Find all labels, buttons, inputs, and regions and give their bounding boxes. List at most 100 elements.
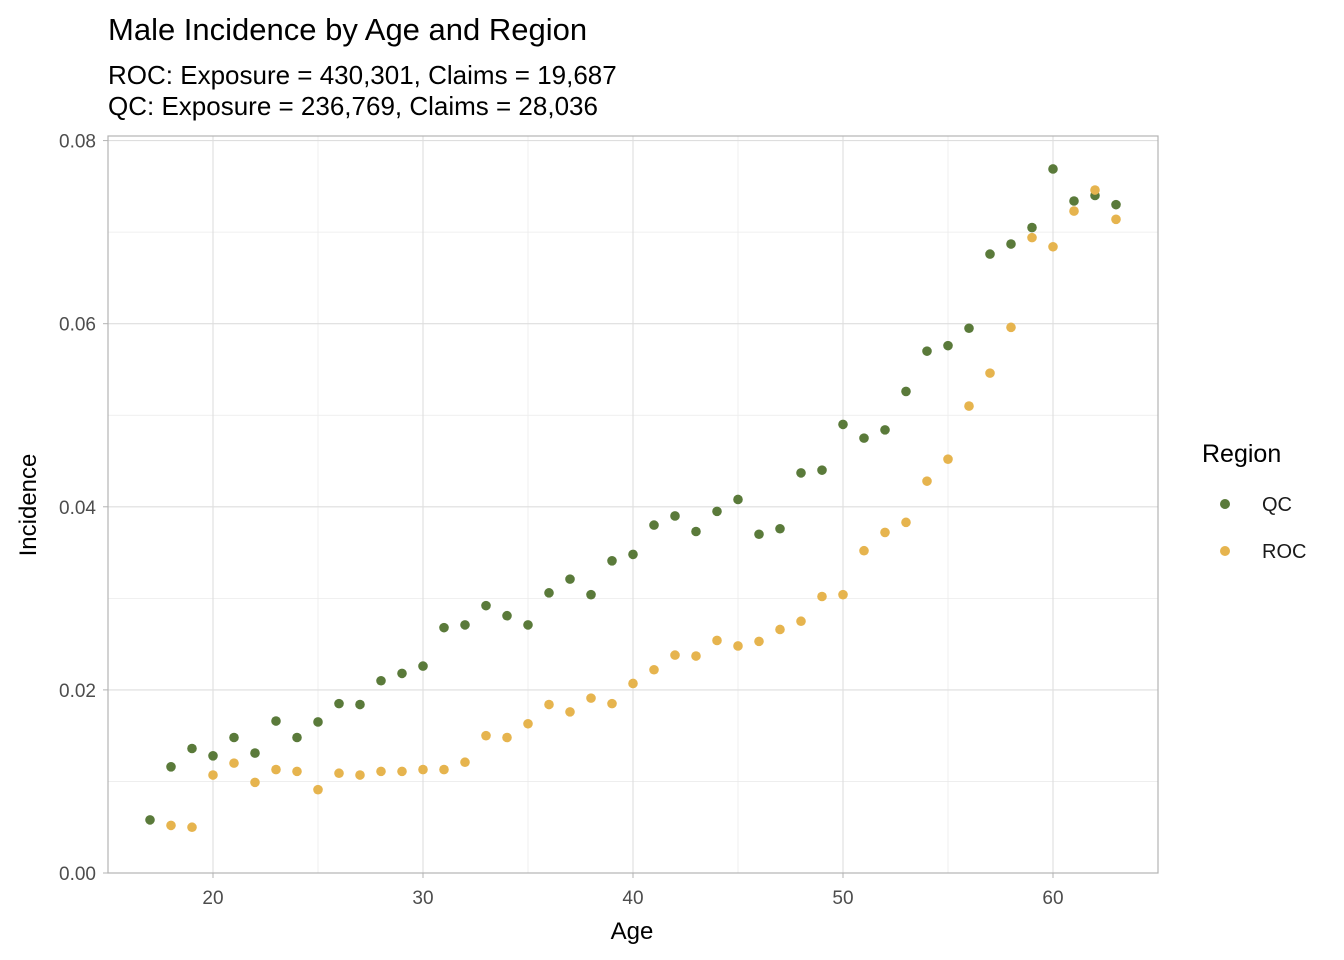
data-point-roc xyxy=(460,757,470,768)
data-point-qc xyxy=(418,661,428,671)
data-point-roc xyxy=(418,764,428,775)
data-point-qc xyxy=(481,600,491,611)
data-point-roc xyxy=(670,650,680,660)
data-point-qc xyxy=(607,556,617,566)
data-point-qc xyxy=(943,340,953,351)
data-point-qc xyxy=(313,717,323,727)
data-point-qc xyxy=(523,620,533,630)
chart-subtitle-line-1: ROC: Exposure = 430,301, Claims = 19,687 xyxy=(108,60,617,90)
data-point-roc xyxy=(1006,322,1016,333)
data-point-qc xyxy=(985,249,995,259)
data-point-qc xyxy=(922,346,932,356)
data-point-roc xyxy=(964,401,974,411)
legend: Region QC ROC xyxy=(1202,440,1306,563)
data-point-qc xyxy=(271,716,281,726)
data-point-qc xyxy=(649,520,659,530)
data-point-qc xyxy=(670,511,680,521)
data-point-roc xyxy=(733,641,743,651)
data-point-roc xyxy=(334,768,344,779)
data-point-roc xyxy=(166,820,176,831)
data-point-roc xyxy=(796,616,806,627)
y-tick-label: 0.06 xyxy=(59,315,96,336)
data-point-qc xyxy=(880,425,890,435)
data-point-roc xyxy=(817,591,827,602)
data-point-qc xyxy=(754,529,764,540)
data-point-roc xyxy=(754,636,764,647)
data-point-qc xyxy=(397,668,407,679)
data-point-qc xyxy=(292,732,302,743)
data-point-qc xyxy=(775,523,785,534)
data-point-roc xyxy=(523,718,533,729)
grid-lines xyxy=(108,136,1158,874)
data-point-roc xyxy=(838,589,848,600)
y-axis-title: Incidence xyxy=(15,454,42,557)
data-point-qc xyxy=(901,386,911,397)
data-point-roc xyxy=(607,698,617,709)
data-point-roc xyxy=(1069,206,1079,216)
data-point-qc xyxy=(502,610,512,621)
data-point-roc xyxy=(943,454,953,464)
data-point-qc xyxy=(1027,222,1037,233)
x-tick-label: 40 xyxy=(622,888,643,909)
x-tick-label: 30 xyxy=(412,888,433,909)
data-point-roc xyxy=(1027,232,1037,243)
data-point-qc xyxy=(208,751,218,761)
y-tick-label: 0.04 xyxy=(59,498,96,519)
chart-subtitle-line-2: QC: Exposure = 236,769, Claims = 28,036 xyxy=(108,91,598,121)
data-point-roc xyxy=(712,635,722,646)
legend-label-roc: ROC xyxy=(1262,541,1306,563)
data-point-qc xyxy=(460,620,470,630)
data-point-qc xyxy=(817,465,827,475)
data-point-qc xyxy=(544,588,554,598)
data-point-roc xyxy=(481,730,491,741)
data-point-qc xyxy=(1111,199,1121,210)
data-point-roc xyxy=(922,476,932,486)
data-point-roc xyxy=(208,770,218,780)
data-point-roc xyxy=(229,758,239,768)
data-point-roc xyxy=(397,766,407,777)
legend-key-roc xyxy=(1220,546,1230,556)
data-point-roc xyxy=(313,784,323,795)
data-points xyxy=(145,164,1121,833)
data-point-qc xyxy=(334,698,344,709)
legend-key-qc xyxy=(1220,499,1230,509)
data-point-roc xyxy=(250,777,260,788)
data-point-qc xyxy=(355,699,365,710)
data-point-qc xyxy=(145,815,155,825)
data-point-qc xyxy=(187,743,197,754)
x-axis-title: Age xyxy=(611,918,654,945)
data-point-roc xyxy=(880,527,890,538)
data-point-roc xyxy=(565,707,575,717)
data-point-roc xyxy=(439,764,449,775)
data-point-roc xyxy=(1090,185,1100,195)
series-qc xyxy=(145,164,1121,825)
data-point-roc xyxy=(1048,241,1058,252)
y-axis-ticks: 0.00 0.02 0.04 0.06 0.08 xyxy=(59,132,108,885)
data-point-qc xyxy=(964,323,974,334)
data-point-roc xyxy=(775,624,785,635)
data-point-qc xyxy=(628,549,638,560)
series-roc xyxy=(166,185,1121,833)
data-point-roc xyxy=(271,764,281,775)
data-point-qc xyxy=(376,675,386,686)
data-point-qc xyxy=(859,433,869,443)
data-point-roc xyxy=(544,699,554,710)
data-point-qc xyxy=(586,589,596,600)
data-point-qc xyxy=(712,506,722,517)
data-point-qc xyxy=(166,761,176,772)
data-point-qc xyxy=(1006,239,1016,249)
data-point-roc xyxy=(187,822,197,833)
data-point-roc xyxy=(628,678,638,689)
data-point-roc xyxy=(1111,214,1121,225)
x-tick-label: 50 xyxy=(832,888,853,909)
data-point-roc xyxy=(859,545,869,556)
x-axis-ticks: 20 30 40 50 60 xyxy=(202,873,1064,909)
data-point-qc xyxy=(691,526,701,537)
data-point-roc xyxy=(586,693,596,703)
x-tick-label: 60 xyxy=(1042,888,1063,909)
data-point-roc xyxy=(985,368,995,378)
data-point-roc xyxy=(691,651,701,661)
data-point-qc xyxy=(796,468,806,478)
data-point-roc xyxy=(649,664,659,675)
